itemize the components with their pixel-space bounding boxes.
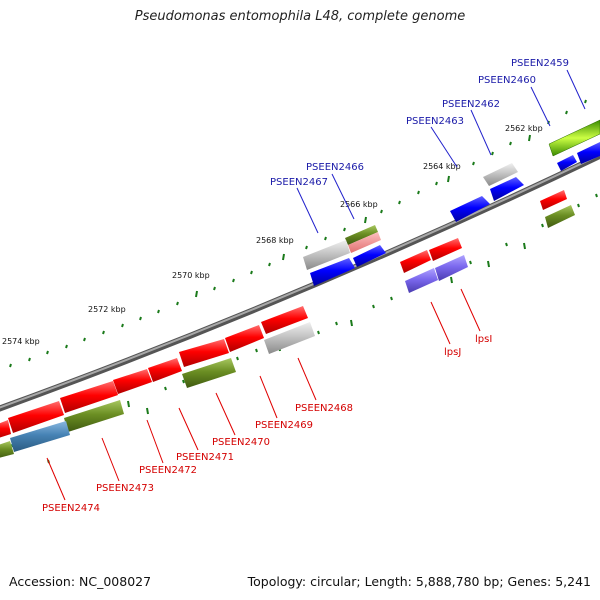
- scale-label-2566: 2566 kbp: [340, 200, 378, 209]
- gene-block-pseen2459[interactable]: [548, 119, 600, 157]
- gene-block-pseen2460[interactable]: [557, 155, 577, 171]
- gene-block-pseen2472[interactable]: [113, 369, 152, 394]
- gene-label-pseen2466[interactable]: PSEEN2466: [306, 162, 364, 173]
- scale-label-2570: 2570 kbp: [172, 271, 210, 280]
- top-gene-leaders: [296, 69, 586, 234]
- scale-label-2568: 2568 kbp: [256, 236, 294, 245]
- gene-block-pseen2474[interactable]: [8, 401, 64, 433]
- gene-label-pseen2472[interactable]: PSEEN2472: [139, 465, 197, 476]
- gene-block-pseen2468[interactable]: [261, 306, 308, 334]
- gene-label-pseen2473[interactable]: PSEEN2473: [96, 483, 154, 494]
- gene-block-pseen2461[interactable]: [577, 142, 600, 164]
- scale-label-2562: 2562 kbp: [505, 124, 543, 133]
- gene-label-pseen2468[interactable]: PSEEN2468: [295, 403, 353, 414]
- bottom-gene-leaders: [46, 288, 481, 501]
- genome-backbone-highlight: [0, 153, 600, 409]
- scale-ticks-upper: [9, 99, 587, 368]
- gene-label-pseen2459[interactable]: PSEEN2459: [511, 58, 569, 69]
- gene-block-pseen2471[interactable]: [148, 358, 182, 382]
- gene-block-pseen2466-b[interactable]: [348, 232, 381, 253]
- gene-label-lpsj[interactable]: lpsJ: [444, 347, 461, 358]
- gene-label-pseen2462[interactable]: PSEEN2462: [442, 99, 500, 110]
- scale-label-2572: 2572 kbp: [88, 305, 126, 314]
- bottom-strand-gene-blocks: [0, 190, 575, 459]
- gene-label-pseen2470[interactable]: PSEEN2470: [212, 437, 270, 448]
- gene-block-right-red[interactable]: [540, 190, 567, 210]
- gene-block-lpsi[interactable]: [435, 255, 468, 281]
- gene-block-lpsi-red[interactable]: [429, 238, 462, 261]
- gene-block-pseen2467-b[interactable]: [310, 258, 355, 286]
- gene-block-pseen2466-c[interactable]: [353, 245, 386, 267]
- gene-block-lpsj[interactable]: [405, 268, 438, 293]
- gene-block-pseen2462[interactable]: [483, 163, 518, 186]
- scale-label-2574: 2574 kbp: [2, 337, 40, 346]
- scale-label-2564: 2564 kbp: [423, 162, 461, 171]
- gene-label-pseen2463[interactable]: PSEEN2463: [406, 116, 464, 127]
- gene-block-pseen2462-b[interactable]: [490, 177, 524, 201]
- gene-label-pseen2469[interactable]: PSEEN2469: [255, 420, 313, 431]
- gene-block-pseen2470[interactable]: [179, 339, 229, 367]
- gene-label-pseen2471[interactable]: PSEEN2471: [176, 452, 234, 463]
- gene-label-pseen2460[interactable]: PSEEN2460: [478, 75, 536, 86]
- gene-block-lpsj-red[interactable]: [400, 250, 431, 273]
- gene-block-pseen2468-b[interactable]: [264, 322, 315, 354]
- gene-label-pseen2474[interactable]: PSEEN2474: [42, 503, 100, 514]
- gene-block-pseen2473-b[interactable]: [64, 400, 124, 432]
- gene-label-pseen2467[interactable]: PSEEN2467: [270, 177, 328, 188]
- gene-block-pseen2467[interactable]: [303, 240, 350, 270]
- gene-block-pseen2474-b[interactable]: [10, 421, 70, 452]
- gene-block-left-edge-olive[interactable]: [0, 441, 14, 459]
- gene-block-right-olive[interactable]: [545, 205, 575, 228]
- accession-text: Accession: NC_008027: [9, 574, 152, 589]
- topology-text: Topology: circular; Length: 5,888,780 bp…: [247, 574, 591, 589]
- gene-block-pseen2473[interactable]: [60, 381, 118, 413]
- gene-block-pseen2470-b[interactable]: [182, 358, 236, 388]
- gene-label-lpsi[interactable]: lpsI: [475, 334, 492, 345]
- top-strand-gene-blocks: [303, 119, 600, 286]
- gene-block-pseen2466[interactable]: [345, 225, 378, 245]
- map-title: Pseudomonas entomophila L48, complete ge…: [134, 9, 466, 24]
- gene-block-pseen2469[interactable]: [225, 325, 264, 352]
- gene-block-pseen2463[interactable]: [450, 196, 490, 222]
- gene-block-left-edge-red[interactable]: [0, 420, 11, 439]
